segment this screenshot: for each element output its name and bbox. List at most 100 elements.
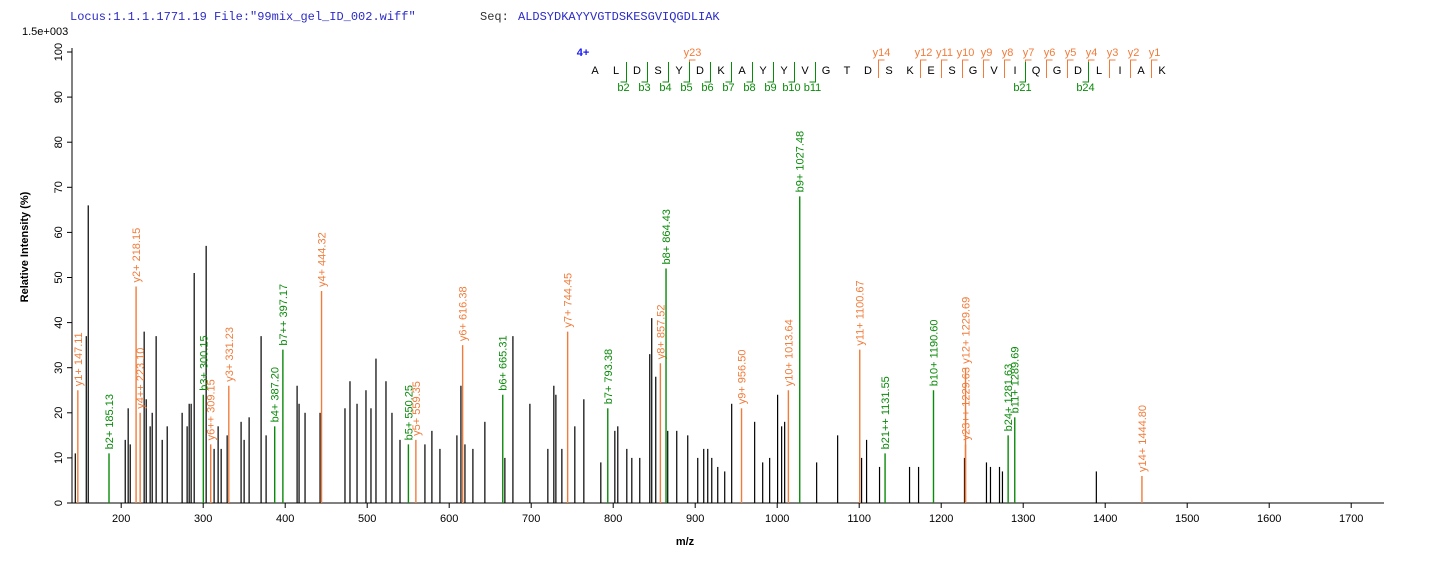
peak-label: y3+ 331.23 (224, 327, 236, 382)
x-tick-label: 500 (358, 513, 376, 525)
x-tick-label: 300 (194, 513, 212, 525)
residue: I (1013, 65, 1016, 77)
x-tick-label: 600 (440, 513, 458, 525)
y-tick-label: 100 (53, 43, 65, 61)
b-marker (683, 62, 690, 83)
residue: Y (759, 65, 767, 77)
peak-label: b21++ 1131.55 (880, 376, 892, 449)
y-tick-label: 70 (53, 181, 65, 193)
b-marker-label: b24 (1076, 82, 1094, 94)
y-marker (1025, 59, 1032, 78)
charge: 4+ (577, 47, 590, 59)
y-marker (1151, 59, 1158, 78)
peak-label: y10+ 1013.64 (783, 319, 795, 386)
peak-label: y1+ 147.11 (73, 332, 85, 386)
peak-label: y5+ 559.35 (411, 381, 423, 436)
residue: V (801, 65, 809, 77)
peak-label: y7+ 744.45 (563, 273, 575, 328)
y-marker-label: y23 (684, 47, 702, 59)
b-marker-label: b6 (701, 82, 713, 94)
b-marker-label: b5 (680, 82, 692, 94)
y-marker (920, 59, 927, 78)
residue: G (1053, 65, 1062, 77)
peak-label: b11+ 1289.69 (1010, 347, 1022, 414)
x-tick-label: 1500 (1175, 513, 1199, 525)
sequence: ALDSYDKAYYVGTDSKESGVIQGDLIAK (518, 10, 720, 24)
residue: E (927, 65, 934, 77)
y-marker (1046, 59, 1053, 78)
seq-label: Seq: (480, 10, 509, 24)
b-marker (809, 62, 816, 83)
peak-label: b2+ 185.13 (104, 394, 116, 449)
b-marker-label: b2 (617, 82, 629, 94)
x-tick-label: 700 (522, 513, 540, 525)
y-marker (1004, 59, 1011, 78)
y-tick-label: 40 (53, 316, 65, 328)
peak-label: y6++ 309.15 (206, 379, 218, 440)
y-marker (941, 59, 948, 78)
b-marker-label: b3 (638, 82, 650, 94)
y-tick-label: 80 (53, 136, 65, 148)
b-marker-label: b9 (764, 82, 776, 94)
peak-label: y4++ 223.10 (135, 348, 147, 409)
residue: Y (780, 65, 788, 77)
y-marker-label: y10 (957, 47, 975, 59)
x-tick-label: 1200 (929, 513, 953, 525)
y-marker-label: y9 (981, 47, 993, 59)
y-tick-label: 0 (53, 500, 65, 506)
residue: T (844, 65, 851, 77)
y-marker (983, 59, 990, 78)
peak-label: y12+ 1229.69 (961, 297, 973, 364)
peak-label: y2+ 218.15 (131, 228, 143, 283)
y-marker (1088, 59, 1095, 78)
x-tick-label: 800 (604, 513, 622, 525)
y-axis-title: Relative Intensity (%) (19, 191, 31, 302)
residue: G (822, 65, 831, 77)
y-marker (1130, 59, 1137, 78)
residue: Q (1032, 65, 1041, 77)
y-tick-label: 50 (53, 271, 65, 283)
x-tick-label: 1100 (847, 513, 871, 525)
peak-label: b9+ 1027.48 (795, 131, 807, 192)
y-tick-label: 20 (53, 407, 65, 419)
x-tick-label: 400 (276, 513, 294, 525)
residue: S (885, 65, 892, 77)
residue: V (990, 65, 998, 77)
peak-label: b4+ 387.20 (270, 367, 282, 422)
residue: K (717, 65, 725, 77)
residue: D (633, 65, 641, 77)
b-marker (767, 62, 774, 83)
peak-label: b6+ 665.31 (498, 335, 510, 390)
peak-label: y4+ 444.32 (317, 232, 329, 287)
y-marker-label: y6 (1044, 47, 1056, 59)
residue: I (1118, 65, 1121, 77)
peak-label: b5+ 550.25 (403, 385, 415, 440)
y-marker-label: y3 (1107, 47, 1119, 59)
locus: Locus:1.1.1.1771.19 File:"99mix_gel_ID_0… (70, 10, 416, 24)
y-marker-label: y1 (1149, 47, 1161, 59)
peak-label: y8+ 857.52 (655, 304, 667, 359)
residue: D (696, 65, 704, 77)
residue: G (969, 65, 978, 77)
b-marker (725, 62, 732, 83)
y-marker-label: y14 (873, 47, 891, 59)
b-marker (788, 62, 795, 83)
residue: S (948, 65, 955, 77)
peak-label: b7++ 397.17 (278, 284, 290, 346)
b-marker (641, 62, 648, 83)
residue: L (1096, 65, 1102, 77)
y-marker (962, 59, 969, 78)
b-marker (704, 62, 711, 83)
y-marker-label: y11 (936, 47, 953, 59)
x-tick-label: 1400 (1093, 513, 1117, 525)
y-tick-label: 10 (53, 452, 65, 464)
x-tick-label: 1700 (1339, 513, 1363, 525)
y-marker (1109, 59, 1116, 78)
residue: A (738, 65, 746, 77)
y-marker-label: y8 (1002, 47, 1014, 59)
peak-label: y9+ 956.50 (737, 350, 749, 405)
b-marker-label: b4 (659, 82, 671, 94)
b-marker (662, 62, 669, 83)
peak-label: y6+ 616.38 (458, 286, 470, 341)
